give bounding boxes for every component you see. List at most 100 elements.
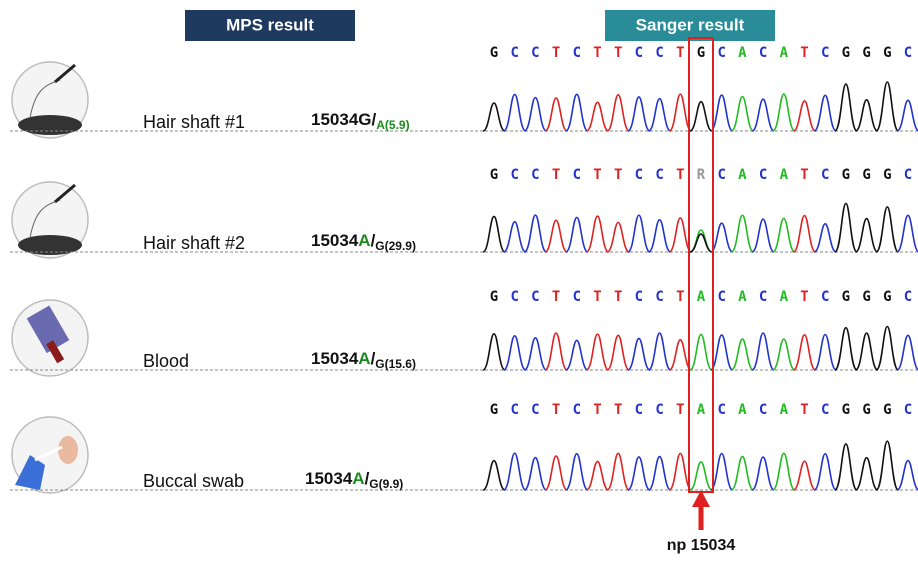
base-call: G <box>842 167 850 183</box>
peak <box>648 455 672 491</box>
base-call: A <box>738 402 747 418</box>
peak <box>813 223 837 253</box>
mps-major: A <box>358 349 370 368</box>
mps-minor: A(5.9) <box>376 118 409 132</box>
icon-detail <box>15 455 45 490</box>
peak <box>647 332 672 371</box>
base-call: T <box>552 402 560 418</box>
peak <box>834 443 858 491</box>
peak <box>586 101 609 132</box>
peak <box>668 452 693 491</box>
peak <box>565 216 589 253</box>
base-call: A <box>738 45 747 61</box>
base-call: T <box>614 289 622 305</box>
peak <box>544 455 568 491</box>
base-call: A <box>738 289 747 305</box>
base-call: G <box>490 402 498 418</box>
peak <box>896 99 918 132</box>
base-call: G <box>490 289 498 305</box>
sample-label: Blood <box>143 351 189 371</box>
peak <box>710 334 734 371</box>
base-call: G <box>883 402 891 418</box>
mps-result: 15034A/G(15.6) <box>311 349 416 371</box>
mps-separator: / <box>365 469 370 488</box>
mps-result: 15034A/G(9.9) <box>305 469 403 491</box>
base-call: G <box>862 167 870 183</box>
base-call: C <box>531 402 539 418</box>
peak <box>523 337 547 371</box>
base-call: C <box>573 167 581 183</box>
sample-label: Hair shaft #2 <box>143 233 245 253</box>
peak <box>834 83 858 132</box>
mps-result: 15034A/G(29.9) <box>311 231 416 253</box>
mps-minor: G(9.9) <box>369 477 403 491</box>
base-call: C <box>821 45 829 61</box>
peak <box>875 325 900 371</box>
base-call: C <box>635 289 643 305</box>
base-call: C <box>510 167 518 183</box>
base-call: T <box>800 289 808 305</box>
peak <box>606 452 630 491</box>
base-call: C <box>573 45 581 61</box>
peak <box>813 452 837 491</box>
base-call: C <box>904 289 912 305</box>
base-call: T <box>593 402 601 418</box>
base-call: C <box>635 45 643 61</box>
base-call: C <box>759 289 767 305</box>
base-call: T <box>552 289 560 305</box>
base-call: C <box>717 167 725 183</box>
peak <box>772 93 796 132</box>
base-call: C <box>759 167 767 183</box>
peak <box>772 217 796 253</box>
base-call: C <box>904 167 912 183</box>
base-call: G <box>862 289 870 305</box>
mps-header-box <box>185 10 355 41</box>
peak <box>772 338 796 371</box>
sanger-header-box <box>605 10 775 41</box>
peak <box>772 452 796 491</box>
base-call: C <box>655 45 663 61</box>
peak <box>855 99 879 132</box>
peak <box>585 333 610 371</box>
base-call: G <box>842 289 850 305</box>
peak <box>793 100 816 132</box>
mps-position: 15034 <box>311 349 359 368</box>
base-call: T <box>676 167 684 183</box>
peak <box>710 222 734 253</box>
icon-detail <box>54 183 76 204</box>
base-call: G <box>883 289 891 305</box>
peak <box>834 202 858 253</box>
base-call: C <box>573 289 581 305</box>
peak <box>751 218 775 253</box>
base-call: A <box>780 45 789 61</box>
peak <box>855 217 879 253</box>
peak <box>751 332 775 371</box>
base-call: C <box>531 45 539 61</box>
mps-separator: / <box>372 110 377 129</box>
base-call: C <box>759 45 767 61</box>
icon-detail <box>18 115 82 135</box>
icon-detail <box>58 436 78 464</box>
peak <box>648 97 672 132</box>
mps-major: G <box>358 110 371 129</box>
sanger-header: Sanger result <box>636 15 745 34</box>
peak <box>627 337 651 371</box>
sample-label: Hair shaft #1 <box>143 112 245 132</box>
base-call: T <box>676 289 684 305</box>
base-call: C <box>655 167 663 183</box>
base-call: T <box>676 45 684 61</box>
peak <box>689 333 713 371</box>
peak <box>627 214 651 253</box>
base-call: T <box>800 167 808 183</box>
base-call: A <box>780 167 789 183</box>
peak <box>730 214 755 253</box>
base-call: A <box>780 402 789 418</box>
highlight-box <box>688 37 714 493</box>
peak <box>689 461 713 491</box>
mps-header: MPS result <box>226 15 314 34</box>
base-call: A <box>780 289 789 305</box>
peak <box>792 214 817 253</box>
peak <box>668 93 693 132</box>
peak <box>730 455 754 491</box>
icon-detail <box>46 340 65 364</box>
